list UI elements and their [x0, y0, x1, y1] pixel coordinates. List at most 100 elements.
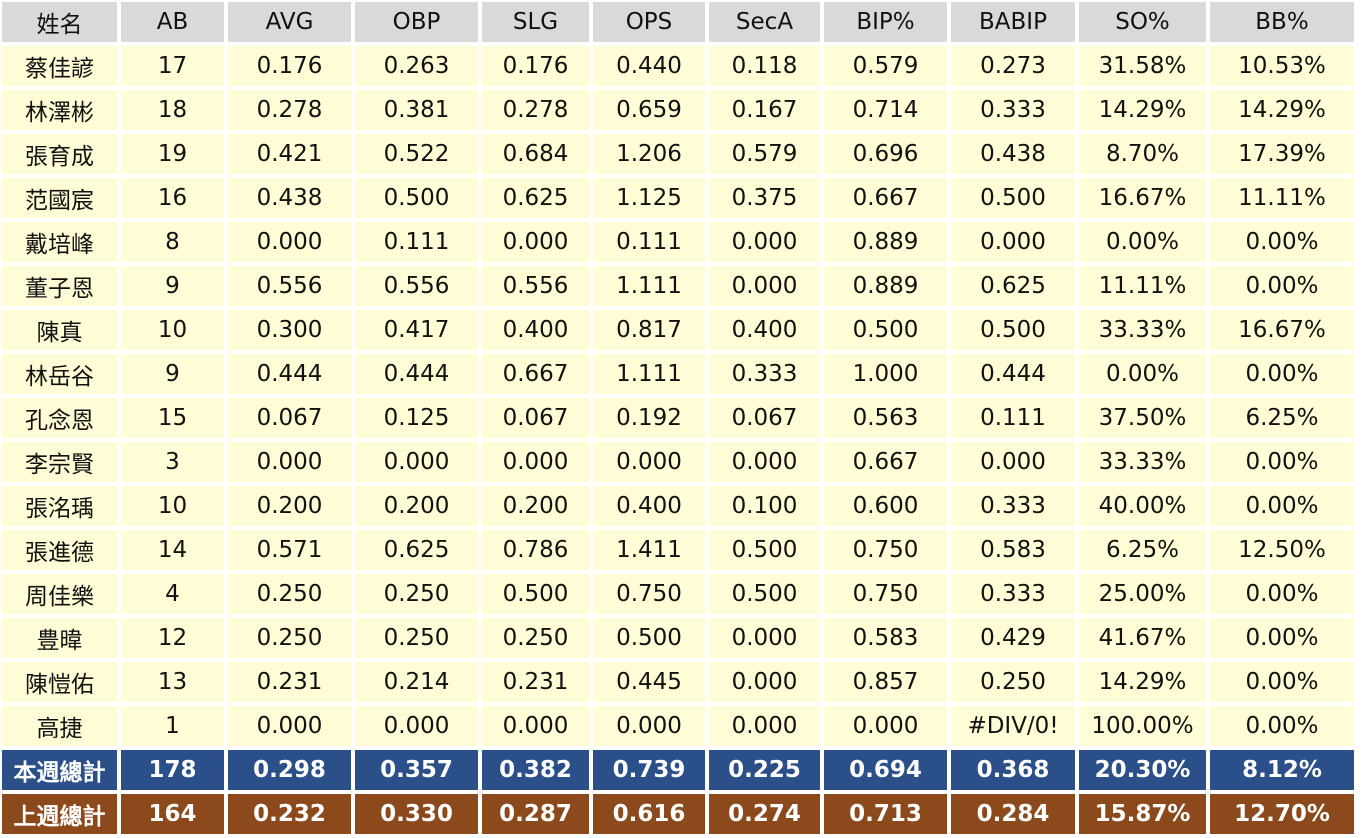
stat-cell: 12 — [121, 618, 224, 658]
player-rows: 蔡佳諺 17 0.176 0.263 0.176 0.440 0.118 0.579 0.273… — [2, 46, 1354, 746]
stat-cell: 0.500 — [951, 178, 1075, 218]
table-row: 林澤彬 18 0.278 0.381 0.278 0.659 0.167 0.714 0.333… — [2, 90, 1354, 130]
stat-cell: 0.125 — [355, 398, 478, 438]
stat-cell: 0.625 — [482, 178, 589, 218]
stat-cell: 0.176 — [228, 46, 351, 86]
table-row: 張育成 19 0.421 0.522 0.684 1.206 0.579 0.696 0.438… — [2, 134, 1354, 174]
last-week-total-row: 上週總計 164 0.232 0.330 0.287 0.616 0.274 0… — [2, 794, 1354, 834]
stat-cell: 0.000 — [355, 442, 478, 482]
stat-cell: 10 — [121, 486, 224, 526]
total-cell: 15.87% — [1079, 794, 1206, 834]
player-name-cell: 陳真 — [2, 310, 117, 350]
stat-cell: 16.67% — [1210, 310, 1354, 350]
stat-cell: 0.571 — [228, 530, 351, 570]
stat-cell: 0.500 — [709, 574, 820, 614]
table-row: 張進德 14 0.571 0.625 0.786 1.411 0.500 0.750 0.583… — [2, 530, 1354, 570]
player-name-cell: 李宗賢 — [2, 442, 117, 482]
stat-cell: 0.231 — [482, 662, 589, 702]
stat-cell: 0.200 — [228, 486, 351, 526]
stat-cell: 0.067 — [482, 398, 589, 438]
stat-cell: 0.000 — [482, 442, 589, 482]
stat-cell: 0.625 — [355, 530, 478, 570]
stat-cell: 0.000 — [482, 706, 589, 746]
total-cell: 本週總計 — [2, 750, 117, 790]
stat-cell: 1.206 — [593, 134, 705, 174]
stat-cell: 16 — [121, 178, 224, 218]
stat-cell: 17 — [121, 46, 224, 86]
total-cell: 0.274 — [709, 794, 820, 834]
stat-cell: 0.522 — [355, 134, 478, 174]
player-name-cell: 蔡佳諺 — [2, 46, 117, 86]
stat-cell: 10 — [121, 310, 224, 350]
stat-cell: 14 — [121, 530, 224, 570]
stat-cell: 0.659 — [593, 90, 705, 130]
stat-cell: 0.400 — [593, 486, 705, 526]
player-name-cell: 張洺瑀 — [2, 486, 117, 526]
stat-cell: 0.000 — [709, 662, 820, 702]
stat-cell: 0.263 — [355, 46, 478, 86]
stat-cell: 0.00% — [1079, 354, 1206, 394]
table-row: 林岳谷 9 0.444 0.444 0.667 1.111 0.333 1.000 0.444 0… — [2, 354, 1354, 394]
stat-cell: 0.250 — [228, 574, 351, 614]
stat-cell: 0.421 — [228, 134, 351, 174]
stat-cell: 0.067 — [709, 398, 820, 438]
stat-cell: 6.25% — [1079, 530, 1206, 570]
stat-cell: 0.889 — [824, 266, 947, 306]
stat-cell: 3 — [121, 442, 224, 482]
stat-cell: 0.556 — [482, 266, 589, 306]
stat-cell: 0.000 — [228, 222, 351, 262]
column-header-so-pct: SO% — [1079, 2, 1206, 42]
total-cell: 0.616 — [593, 794, 705, 834]
stat-cell: 0.00% — [1210, 662, 1354, 702]
total-cell: 0.713 — [824, 794, 947, 834]
table-row: 李宗賢 3 0.000 0.000 0.000 0.000 0.000 0.667 0.000 3… — [2, 442, 1354, 482]
this-week-total-row: 本週總計 178 0.298 0.357 0.382 0.739 0.225 0… — [2, 750, 1354, 790]
stat-cell: 0.278 — [482, 90, 589, 130]
stat-cell: 1.111 — [593, 354, 705, 394]
total-cell: 8.12% — [1210, 750, 1354, 790]
stat-cell: 13 — [121, 662, 224, 702]
stat-cell: 0.000 — [709, 618, 820, 658]
stat-cell: 0.579 — [824, 46, 947, 86]
stat-cell: 11.11% — [1210, 178, 1354, 218]
total-cell: 0.287 — [482, 794, 589, 834]
stat-cell: 0.00% — [1210, 222, 1354, 262]
stat-cell: 0.000 — [482, 222, 589, 262]
stat-cell: 25.00% — [1079, 574, 1206, 614]
stat-cell: 15 — [121, 398, 224, 438]
total-cell: 0.368 — [951, 750, 1075, 790]
stat-cell: 0.000 — [824, 706, 947, 746]
stat-cell: 0.563 — [824, 398, 947, 438]
table-row: 張洺瑀 10 0.200 0.200 0.200 0.400 0.100 0.600 0.333… — [2, 486, 1354, 526]
stat-cell: 33.33% — [1079, 442, 1206, 482]
total-cell: 0.298 — [228, 750, 351, 790]
stat-cell: 0.889 — [824, 222, 947, 262]
stat-cell: 0.583 — [824, 618, 947, 658]
stat-cell: 0.250 — [355, 574, 478, 614]
table-row: 陳真 10 0.300 0.417 0.400 0.817 0.400 0.500 0.500 3… — [2, 310, 1354, 350]
stat-cell: 0.200 — [355, 486, 478, 526]
stat-cell: 0.750 — [593, 574, 705, 614]
stat-cell: 0.00% — [1210, 354, 1354, 394]
stat-cell: 0.300 — [228, 310, 351, 350]
stat-cell: 0.00% — [1210, 486, 1354, 526]
stat-cell: 1.125 — [593, 178, 705, 218]
stat-cell: 14.29% — [1210, 90, 1354, 130]
stat-cell: 0.000 — [593, 442, 705, 482]
stat-cell: 0.200 — [482, 486, 589, 526]
total-cell: 0.284 — [951, 794, 1075, 834]
stat-cell: 0.500 — [593, 618, 705, 658]
table-row: 蔡佳諺 17 0.176 0.263 0.176 0.440 0.118 0.579 0.273… — [2, 46, 1354, 86]
stat-cell: 0.000 — [355, 706, 478, 746]
stat-cell: 0.444 — [951, 354, 1075, 394]
stat-cell: 10.53% — [1210, 46, 1354, 86]
stat-cell: 8.70% — [1079, 134, 1206, 174]
column-header-bb-pct: BB% — [1210, 2, 1354, 42]
stat-cell: 0.00% — [1079, 222, 1206, 262]
total-cell: 12.70% — [1210, 794, 1354, 834]
stat-cell: 0.000 — [228, 442, 351, 482]
stat-cell: 0.445 — [593, 662, 705, 702]
stat-cell: 9 — [121, 266, 224, 306]
stat-cell: 0.111 — [593, 222, 705, 262]
